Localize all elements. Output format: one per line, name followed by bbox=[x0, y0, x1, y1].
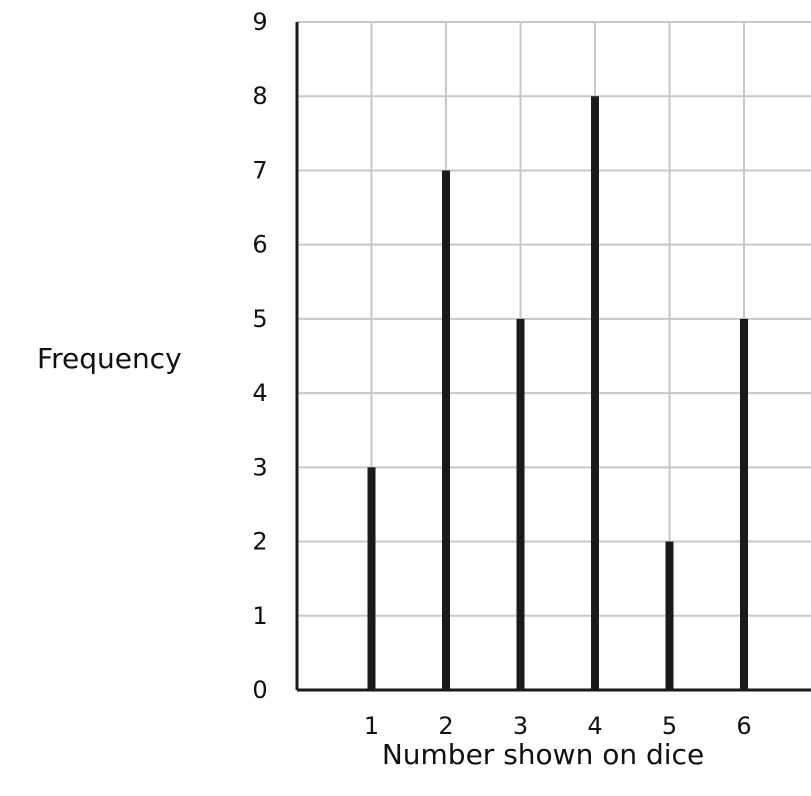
y-tick-label: 2 bbox=[252, 528, 267, 556]
bar bbox=[665, 541, 674, 690]
y-tick-label: 1 bbox=[252, 602, 267, 630]
x-tick-label: 3 bbox=[513, 712, 528, 740]
bar bbox=[516, 318, 525, 690]
y-tick-label: 4 bbox=[252, 379, 267, 407]
x-tick-label: 6 bbox=[736, 712, 751, 740]
y-tick-label: 5 bbox=[252, 305, 267, 333]
x-axis-label: Number shown on dice bbox=[382, 738, 704, 771]
y-tick-label: 0 bbox=[252, 676, 267, 704]
axes bbox=[295, 22, 811, 692]
bar bbox=[367, 467, 376, 690]
bar bbox=[442, 170, 450, 690]
bar bbox=[740, 318, 748, 690]
y-tick-label: 8 bbox=[252, 82, 267, 110]
bars bbox=[367, 96, 748, 690]
x-tick-label: 1 bbox=[364, 712, 379, 740]
x-tick-label: 5 bbox=[662, 712, 677, 740]
x-tick-label: 4 bbox=[587, 712, 602, 740]
y-tick-label: 6 bbox=[252, 231, 267, 259]
bar bbox=[591, 96, 599, 690]
y-tick-label: 3 bbox=[252, 453, 267, 481]
y-axis-label: Frequency bbox=[37, 342, 182, 375]
y-tick-labels: 0 1 2 3 4 5 6 7 8 9 bbox=[252, 8, 267, 704]
x-tick-label: 2 bbox=[438, 712, 453, 740]
y-tick-label: 9 bbox=[252, 8, 267, 36]
y-tick-label: 7 bbox=[252, 156, 267, 184]
x-tick-labels: 1 2 3 4 5 6 bbox=[364, 712, 752, 740]
